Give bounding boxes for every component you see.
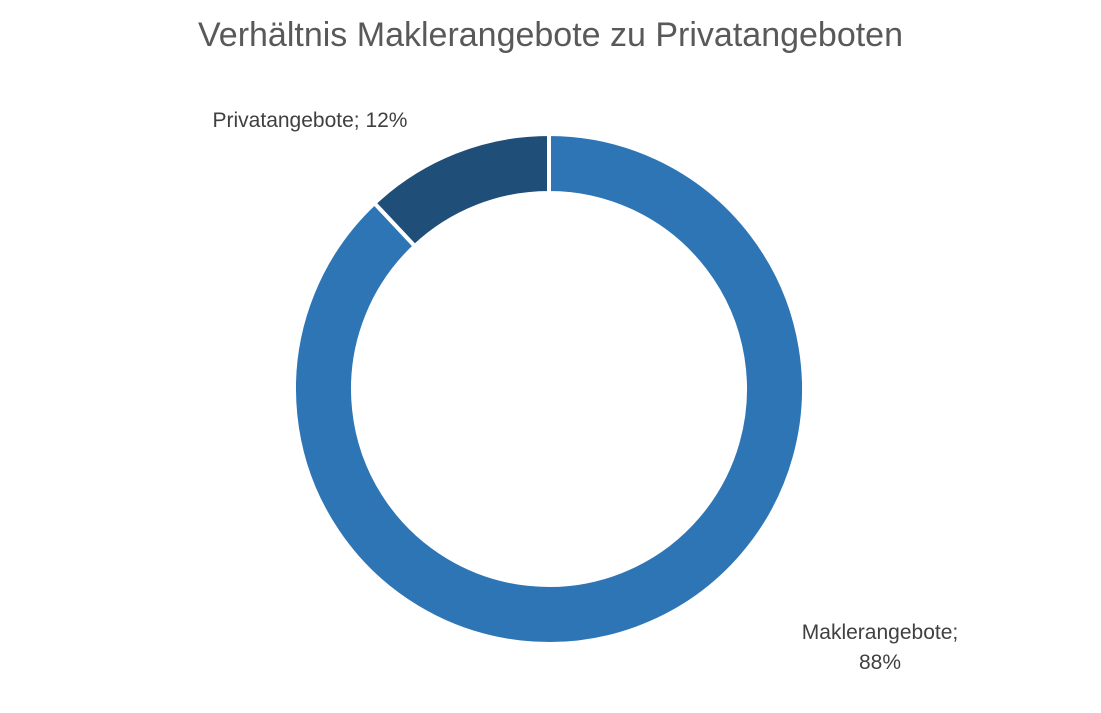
data-label-maklerangebote-value: 88%	[858, 651, 902, 675]
data-label-maklerangebote-name: Maklerangebote;	[801, 621, 959, 644]
data-label-maklerangebote: Maklerangebote; 88%	[760, 618, 1000, 679]
chart-title: Verhältnis Maklerangebote zu Privatangeb…	[197, 16, 904, 54]
data-label-privatangebote: Privatangebote; 12%	[190, 106, 430, 136]
data-label-privatangebote-text: Privatangebote; 12%	[212, 109, 408, 132]
slice-privatangebote	[371, 131, 551, 249]
slice-maklerangebote	[292, 131, 806, 646]
